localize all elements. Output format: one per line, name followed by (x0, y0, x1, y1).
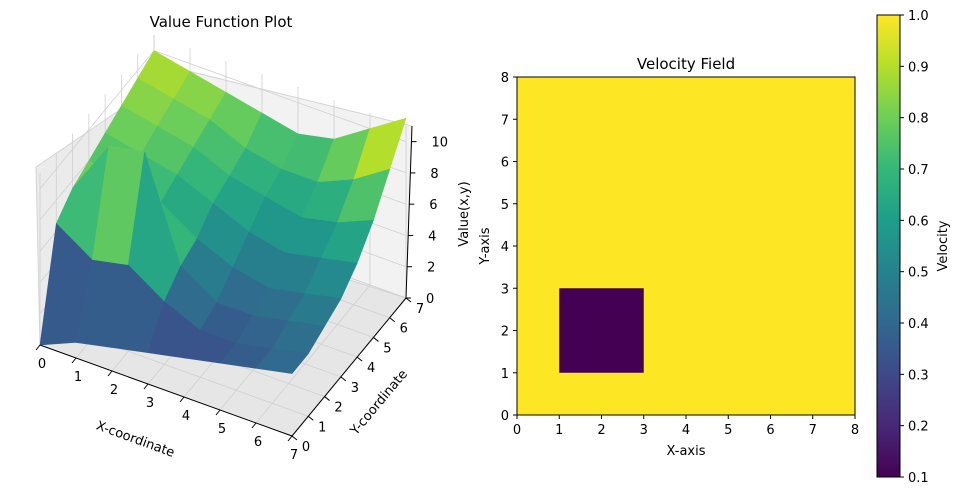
y-tick-mark (405, 297, 412, 303)
heatmap-y-tick-label: 1 (501, 367, 509, 382)
z-tick-labels: 0 2 4 6 8 10 (406, 136, 448, 307)
y-tick-mark (389, 317, 396, 323)
y-axis-line (291, 297, 407, 437)
heatmap-y-tick-label: 7 (501, 113, 509, 128)
colorbar-tick-label: 0.2 (908, 420, 929, 435)
heatmap-cells (517, 77, 855, 415)
z-tick-label: 2 (427, 261, 435, 276)
x-axis-label: X-coordinate (94, 419, 176, 461)
colorbar-tick-label: 0.3 (908, 368, 929, 383)
y-tick-label: 1 (318, 420, 326, 435)
z-axis-line (405, 125, 413, 299)
colorbar-tick-label: 0.1 (908, 471, 929, 486)
z-tick-label: 6 (429, 198, 437, 213)
z-tick-label: 0 (426, 292, 434, 307)
colorbar-tick-label: 0.6 (908, 214, 929, 229)
y-axis-label: Y-coordinate (347, 367, 411, 439)
x-tick-mark (215, 409, 221, 416)
heatmap-x-ticks: 0 1 2 3 4 5 6 7 8 (513, 415, 859, 438)
heatmap-x-tick-label: 6 (766, 423, 774, 438)
x-tick-mark (287, 435, 293, 442)
heatmap-low-velocity-region (559, 288, 644, 373)
x-tick-label: 3 (146, 396, 154, 411)
y-tick-mark (340, 376, 347, 382)
heatmap-x-tick-label: 7 (809, 423, 817, 438)
heatmap-y-tick-label: 2 (501, 325, 509, 340)
x-tick-label: 5 (218, 422, 226, 437)
y-tick-mark (373, 337, 379, 342)
y-tick-label: 7 (416, 302, 424, 317)
surface-quad (255, 348, 309, 374)
surface-mesh (39, 50, 407, 374)
heatmap-y-tick-label: 5 (501, 198, 509, 213)
heatmap-y-tick-label: 3 (501, 282, 509, 297)
z-tick-label: 8 (430, 167, 438, 182)
x-tick-mark (143, 383, 149, 390)
colorbar (876, 14, 901, 478)
surface-title: Value Function Plot (150, 13, 293, 31)
heatmap-y-label: Y-axis (478, 227, 493, 265)
heatmap-x-tick-label: 4 (682, 423, 690, 438)
y-tick-label: 4 (367, 361, 375, 376)
y-tick-mark (324, 396, 330, 401)
heatmap-x-tick-label: 1 (555, 423, 563, 438)
heatmap-title: Velocity Field (637, 55, 735, 73)
y-tick-label: 2 (334, 401, 342, 416)
x-tick-label: 0 (38, 357, 46, 372)
heatmap-x-tick-label: 5 (724, 423, 732, 438)
y-tick-label: 5 (383, 341, 391, 356)
heatmap-x-tick-label: 3 (640, 423, 648, 438)
heatmap-chart: Velocity Field 0 1 2 3 4 5 6 7 8 0 1 2 3 4 5 6 7 8 X-axi… (478, 9, 951, 486)
colorbar-tick-label: 0.9 (908, 60, 929, 75)
heatmap-y-tick-label: 4 (501, 240, 509, 255)
colorbar-label: Velocity (936, 220, 951, 271)
x-tick-mark (179, 396, 185, 403)
colorbar-tick-label: 0.7 (908, 163, 929, 178)
colorbar-ticks: 0.1 0.2 0.3 0.4 0.5 0.6 0.7 0.8 0.9 1.0 (900, 9, 929, 486)
x-tick-label: 6 (254, 435, 262, 450)
y-tick-label: 3 (351, 381, 359, 396)
x-tick-label: 7 (290, 448, 298, 463)
colorbar-tick-label: 1.0 (908, 9, 929, 24)
colorbar-tick-label: 0.5 (908, 266, 929, 281)
back-grid-z (153, 50, 407, 143)
x-tick-mark (107, 370, 113, 377)
left-grid-z (39, 50, 155, 189)
z-tick-label: 10 (431, 136, 448, 151)
heatmap-x-tick-label: 0 (513, 423, 521, 438)
floor-grid-x (255, 284, 371, 424)
colorbar-tick-label: 0.4 (908, 317, 929, 332)
heatmap-y-ticks: 0 1 2 3 4 5 6 7 8 (501, 71, 517, 424)
colorbar-tick-label: 0.8 (908, 112, 929, 127)
heatmap-y-tick-label: 6 (501, 156, 509, 171)
y-tick-mark (356, 356, 363, 362)
x-tick-mark (35, 344, 41, 351)
x-tick-label: 4 (182, 409, 190, 424)
heatmap-x-tick-label: 2 (597, 423, 605, 438)
z-axis-label: Value(x,y) (457, 181, 472, 246)
heatmap-x-tick-label: 8 (851, 423, 859, 438)
y-tick-label: 6 (400, 322, 408, 337)
x-axis-line (39, 344, 293, 437)
heatmap-y-tick-label: 8 (501, 71, 509, 86)
x-tick-mark (71, 357, 77, 364)
x-tick-label: 1 (74, 370, 82, 385)
z-tick-label: 4 (428, 229, 436, 244)
heatmap-x-label: X-axis (667, 444, 706, 459)
y-tick-mark (291, 435, 298, 441)
y-tick-mark (307, 415, 314, 421)
heatmap-y-tick-label: 0 (501, 409, 509, 424)
x-tick-labels: 0 1 2 3 4 5 6 7 (35, 344, 298, 463)
y-tick-label: 0 (302, 440, 310, 455)
x-tick-label: 2 (110, 383, 118, 398)
x-tick-mark (251, 422, 257, 429)
